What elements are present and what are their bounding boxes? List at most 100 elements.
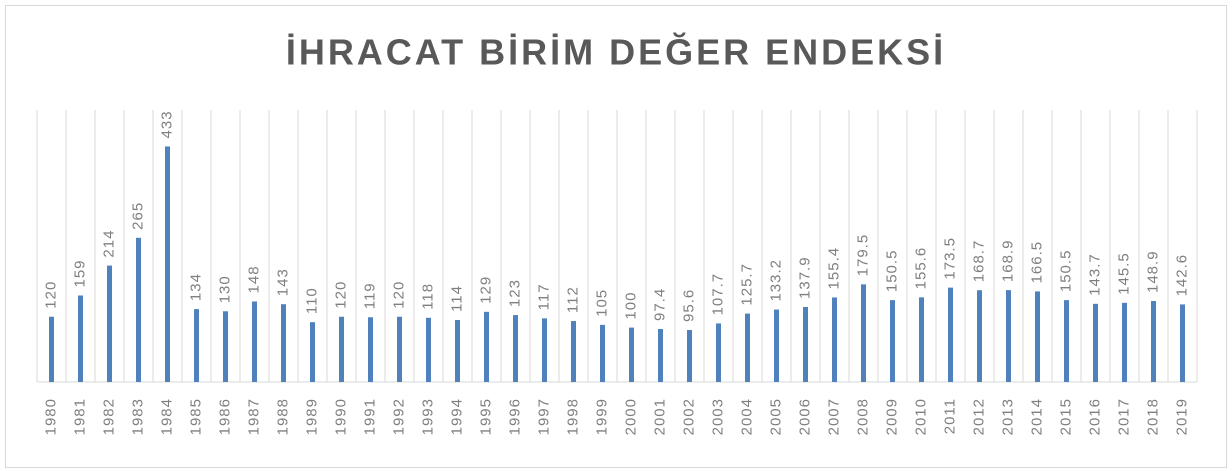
data-label: 97.4 bbox=[651, 288, 668, 321]
data-label: 120 bbox=[42, 281, 59, 309]
data-label: 118 bbox=[419, 283, 436, 310]
bar bbox=[310, 322, 315, 382]
data-label: 155.6 bbox=[912, 247, 929, 290]
bar bbox=[136, 237, 141, 382]
bar bbox=[165, 146, 170, 382]
data-label: 142.6 bbox=[1173, 254, 1190, 297]
data-label: 123 bbox=[506, 279, 523, 307]
x-tick-label: 1992 bbox=[390, 398, 407, 435]
x-tick-label: 1988 bbox=[274, 398, 291, 435]
x-tick-label: 2006 bbox=[796, 398, 813, 435]
data-label: 265 bbox=[129, 202, 146, 230]
x-tick-label: 2017 bbox=[1115, 398, 1132, 435]
x-tick-label: 1986 bbox=[216, 398, 233, 435]
bar bbox=[832, 297, 837, 382]
x-tick-label: 1987 bbox=[245, 398, 262, 435]
data-label: 168.7 bbox=[970, 240, 987, 283]
bar bbox=[542, 318, 547, 382]
bar bbox=[1035, 291, 1040, 382]
data-label: 110 bbox=[303, 287, 320, 314]
x-tick-label: 2014 bbox=[1028, 398, 1045, 435]
bar bbox=[687, 329, 692, 382]
data-label: 155.4 bbox=[825, 247, 842, 290]
bar bbox=[339, 316, 344, 382]
data-label: 145.5 bbox=[1115, 252, 1132, 295]
x-tick-label: 1984 bbox=[158, 398, 175, 435]
data-label: 133.2 bbox=[767, 259, 784, 302]
data-label: 166.5 bbox=[1028, 241, 1045, 284]
bar bbox=[513, 315, 518, 382]
x-tick-label: 1996 bbox=[506, 398, 523, 435]
x-tick-label: 1993 bbox=[419, 398, 436, 435]
bar bbox=[1064, 300, 1069, 382]
x-tick-label: 2016 bbox=[1086, 398, 1103, 435]
x-tick-label: 2009 bbox=[883, 398, 900, 435]
bar bbox=[1180, 304, 1185, 382]
data-label: 119 bbox=[361, 282, 378, 309]
bar bbox=[629, 327, 634, 382]
x-tick-label: 1991 bbox=[361, 398, 378, 435]
bar bbox=[571, 321, 576, 382]
x-tick-label: 1995 bbox=[477, 398, 494, 435]
data-label: 150.5 bbox=[883, 250, 900, 293]
x-tick-label: 2019 bbox=[1173, 398, 1190, 435]
bar bbox=[919, 297, 924, 382]
data-label: 120 bbox=[332, 281, 349, 309]
data-label: 179.5 bbox=[854, 234, 871, 277]
bar bbox=[774, 309, 779, 382]
x-tick-label: 1997 bbox=[535, 398, 552, 435]
bar bbox=[745, 313, 750, 382]
data-label: 117 bbox=[535, 283, 552, 310]
bar bbox=[1006, 290, 1011, 382]
data-label: 150.5 bbox=[1057, 250, 1074, 293]
data-label: 168.9 bbox=[999, 240, 1016, 283]
data-label: 129 bbox=[477, 276, 494, 304]
data-label: 120 bbox=[390, 281, 407, 309]
x-tick-label: 1998 bbox=[564, 398, 581, 435]
x-tick-label: 2003 bbox=[709, 398, 726, 435]
bar bbox=[861, 284, 866, 382]
x-tick-label: 1981 bbox=[71, 398, 88, 435]
x-tick-label: 1985 bbox=[187, 398, 204, 435]
x-tick-label: 2010 bbox=[912, 398, 929, 435]
data-label: 105 bbox=[593, 289, 610, 317]
x-tick-label: 2013 bbox=[999, 398, 1016, 435]
data-label: 130 bbox=[216, 275, 233, 303]
bar bbox=[281, 304, 286, 382]
chart-title: İHRACAT BİRİM DEĞER ENDEKSİ bbox=[286, 32, 946, 73]
bar bbox=[1093, 303, 1098, 382]
data-label: 433 bbox=[158, 110, 175, 138]
bar bbox=[397, 316, 402, 382]
x-tick-label: 2012 bbox=[970, 398, 987, 435]
x-tick-label: 2018 bbox=[1144, 398, 1161, 435]
bar bbox=[1122, 302, 1127, 382]
bar bbox=[803, 306, 808, 382]
bar bbox=[252, 301, 257, 382]
bar bbox=[948, 287, 953, 382]
x-tick-label: 2015 bbox=[1057, 398, 1074, 435]
x-tick-label: 2007 bbox=[825, 398, 842, 435]
x-tick-label: 1980 bbox=[42, 398, 59, 435]
bar bbox=[890, 300, 895, 382]
bar bbox=[426, 317, 431, 382]
data-label: 159 bbox=[71, 259, 88, 287]
x-tick-label: 1994 bbox=[448, 398, 465, 435]
data-label: 143 bbox=[274, 268, 291, 296]
x-tick-label: 1990 bbox=[332, 398, 349, 435]
bar bbox=[716, 323, 721, 382]
x-tick-label: 2008 bbox=[854, 398, 871, 435]
bar bbox=[194, 309, 199, 382]
data-label: 148 bbox=[245, 265, 262, 293]
data-label: 107.7 bbox=[709, 273, 726, 316]
x-tick-label: 2004 bbox=[738, 398, 755, 435]
x-tick-label: 1983 bbox=[129, 398, 146, 435]
data-label: 95.6 bbox=[680, 289, 697, 322]
data-label: 100 bbox=[622, 292, 639, 320]
x-tick-label: 2000 bbox=[622, 398, 639, 435]
data-label: 112 bbox=[564, 286, 581, 313]
data-label: 114 bbox=[448, 285, 465, 312]
x-tick-label: 2005 bbox=[767, 398, 784, 435]
data-label: 134 bbox=[187, 273, 204, 301]
